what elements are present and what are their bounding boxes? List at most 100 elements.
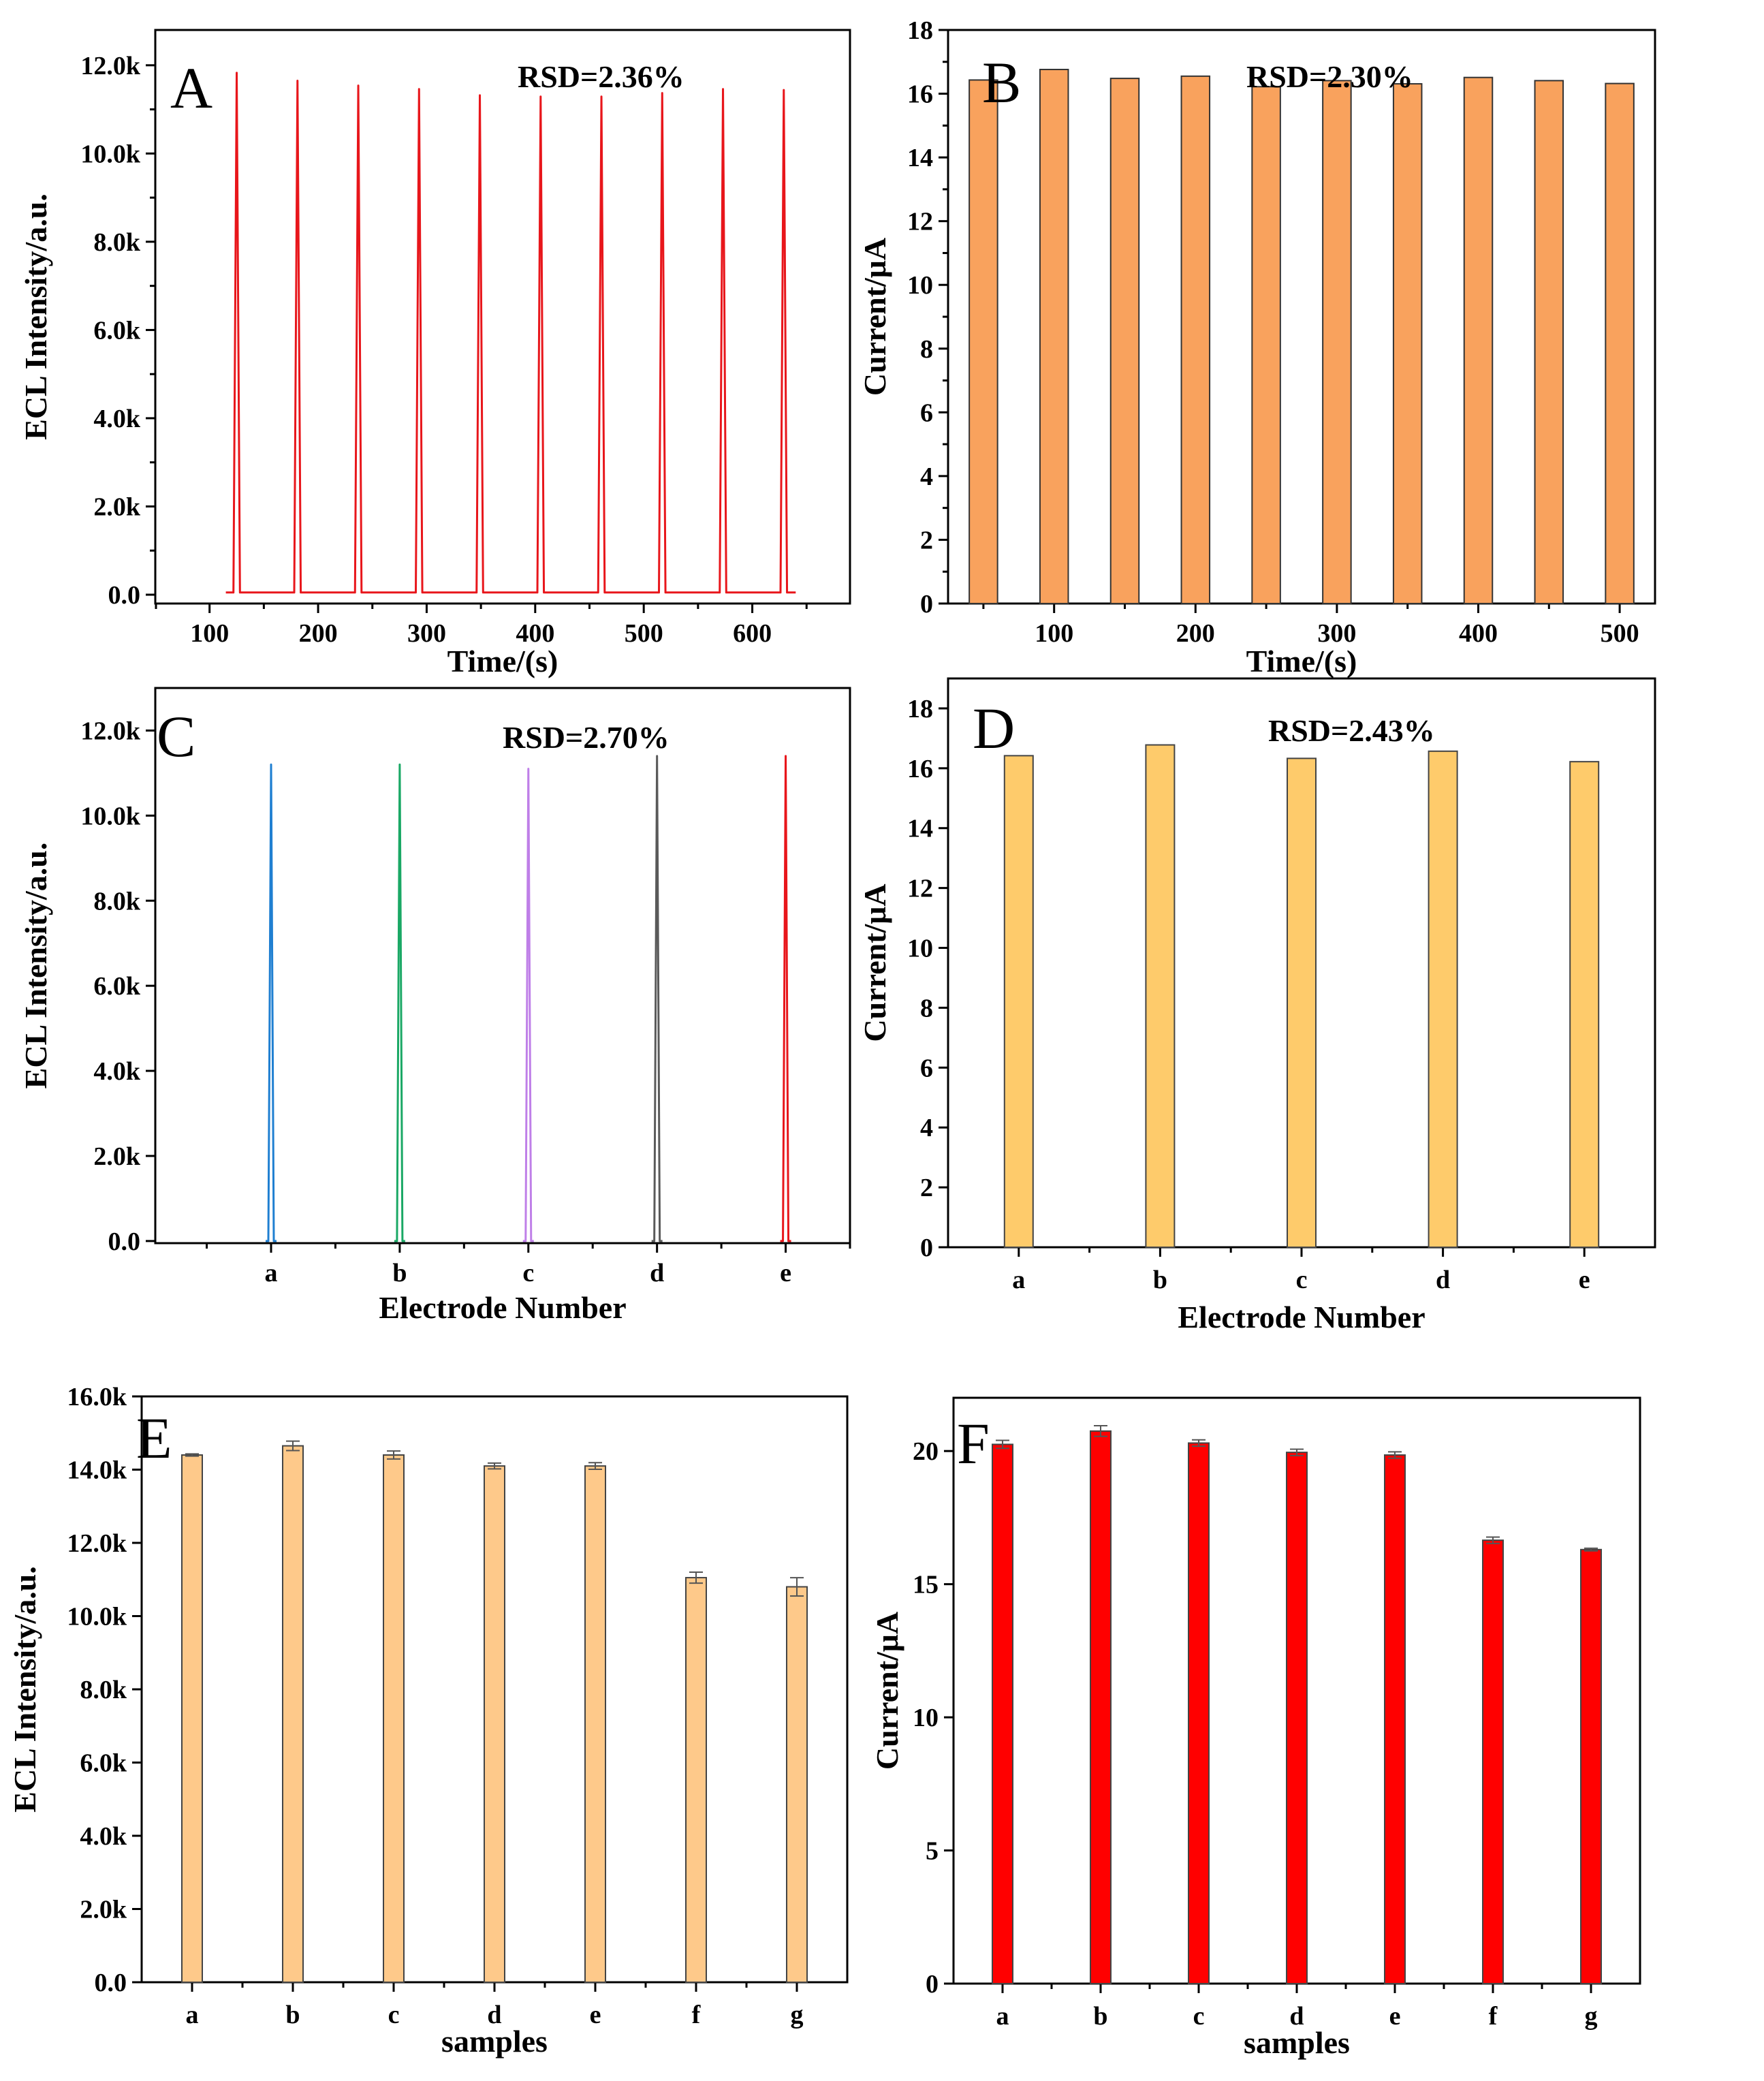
panel-c: 0.0 2.0k 4.0k 6.0k 8.0k 10.0k 12.0k a b c d e Electr… xyxy=(18,687,851,1325)
y-tick-label: 10.0k xyxy=(67,1603,127,1631)
panel-letter: F xyxy=(957,1411,990,1476)
bar-f xyxy=(1482,1539,1504,1985)
x-tick-label: g xyxy=(791,2001,804,2029)
panel-letter: A xyxy=(170,55,212,121)
x-tick-label: 200 xyxy=(1176,619,1215,648)
ecl-peak-a xyxy=(266,763,277,1242)
bar-b xyxy=(1090,1430,1112,1984)
y-axis-title: ECL Intensity/a.u. xyxy=(7,1566,42,1813)
y-tick-label: 14 xyxy=(907,144,933,172)
x-tick-label: c xyxy=(388,2001,400,2029)
x-axis-title: samples xyxy=(1244,2025,1350,2060)
x-tick-label: e xyxy=(1389,2002,1401,2031)
x-tick-label: b xyxy=(1153,1266,1167,1294)
y-tick-label: 8.0k xyxy=(80,1676,127,1704)
x-tick-label: 500 xyxy=(625,619,663,648)
bar-a xyxy=(992,1443,1013,1985)
bar-a xyxy=(181,1454,203,1983)
y-tick-label: 10 xyxy=(907,935,933,963)
ecl-peak-b xyxy=(394,763,405,1242)
bar-a xyxy=(1003,755,1034,1248)
y-tick-label: 6.0k xyxy=(93,316,141,345)
x-tick-label: e xyxy=(1579,1266,1590,1294)
y-tick-label: 6.0k xyxy=(80,1749,127,1778)
y-tick-label: 4.0k xyxy=(80,1822,127,1851)
bar-e xyxy=(584,1465,606,1983)
panel-letter: C xyxy=(157,704,195,769)
y-tick-label: 18 xyxy=(907,695,933,723)
y-tick-label: 6 xyxy=(920,398,933,427)
plot-frame xyxy=(154,29,851,605)
y-tick-label: 14 xyxy=(907,815,933,843)
x-tick-label: b xyxy=(285,2001,300,2029)
bar-c xyxy=(383,1454,405,1983)
rsd-annotation: RSD=2.70% xyxy=(503,720,670,755)
y-tick-label: 8.0k xyxy=(93,228,141,257)
y-tick-label: 2 xyxy=(920,1174,933,1202)
y-tick-label: 4.0k xyxy=(93,1057,141,1086)
bar-c xyxy=(1287,757,1317,1248)
x-tick-label: 600 xyxy=(733,619,772,648)
y-tick-label: 10 xyxy=(913,1704,939,1732)
ecl-peak-e xyxy=(780,755,791,1242)
current-bar xyxy=(1180,75,1211,605)
y-tick-label: 0.0 xyxy=(95,1969,127,1997)
x-tick-label: a xyxy=(1012,1266,1025,1294)
y-tick-label: 8.0k xyxy=(93,887,141,916)
y-tick-label: 2.0k xyxy=(80,1896,127,1924)
y-tick-label: 16.0k xyxy=(67,1383,127,1411)
x-tick-label: 100 xyxy=(190,619,229,648)
y-tick-label: 2.0k xyxy=(93,1142,141,1171)
y-tick-label: 4.0k xyxy=(93,405,141,433)
y-tick-label: 0 xyxy=(920,1234,933,1262)
x-tick-label: c xyxy=(1193,2002,1205,2031)
bar-d xyxy=(484,1465,505,1983)
x-tick-label: a xyxy=(996,2002,1009,2031)
bar-d xyxy=(1428,750,1458,1248)
y-axis-title: Current/μA xyxy=(857,883,892,1042)
x-tick-label: c xyxy=(1296,1266,1308,1294)
current-bar xyxy=(1039,69,1069,604)
y-tick-label: 12 xyxy=(907,875,933,903)
y-axis-title: ECL Intensity/a.u. xyxy=(18,193,53,440)
bar-b xyxy=(282,1445,304,1983)
x-tick-label: 300 xyxy=(1317,619,1356,648)
ecl-peak-c xyxy=(522,768,534,1242)
y-tick-label: 2 xyxy=(920,526,933,554)
y-tick-label: 5 xyxy=(926,1837,939,1866)
plot-frame xyxy=(154,687,851,1245)
x-tick-label: b xyxy=(392,1259,407,1287)
x-tick-label: d xyxy=(487,2001,501,2029)
y-tick-label: 6.0k xyxy=(93,972,141,1001)
y-axis-title: ECL Intensity/a.u. xyxy=(18,843,53,1089)
y-tick-label: 0.0 xyxy=(108,581,141,610)
bar-e xyxy=(1569,761,1600,1248)
x-tick-label: e xyxy=(780,1259,791,1287)
x-tick-label: 400 xyxy=(516,619,554,648)
panel-d: 0 2 4 6 8 10 12 14 16 18 a b c d e Electrode Number Curr… xyxy=(857,677,1656,1334)
y-tick-label: 10.0k xyxy=(80,140,141,168)
x-axis-title: Electrode Number xyxy=(1178,1300,1425,1334)
current-bar xyxy=(968,79,998,605)
panel-f: 0 5 10 15 20 a b c d e f g samples Current/μA F xyxy=(870,1396,1641,2060)
x-tick-label: 100 xyxy=(1035,619,1073,648)
x-tick-label: d xyxy=(1436,1266,1450,1294)
bar-b xyxy=(1145,744,1176,1248)
y-axis-title: Current/μA xyxy=(870,1612,904,1770)
x-tick-label: f xyxy=(1489,2002,1498,2031)
y-tick-label: 12.0k xyxy=(80,52,141,80)
y-tick-label: 10 xyxy=(907,271,933,300)
x-tick-label: 500 xyxy=(1601,619,1639,648)
current-bar xyxy=(1463,76,1494,604)
current-bar xyxy=(1109,78,1140,604)
y-tick-label: 20 xyxy=(913,1437,939,1466)
y-tick-label: 4 xyxy=(920,463,933,491)
y-tick-label: 10.0k xyxy=(80,802,141,830)
current-bar xyxy=(1605,82,1635,604)
y-tick-label: 14.0k xyxy=(67,1456,127,1485)
current-bar xyxy=(1322,80,1352,605)
x-tick-label: f xyxy=(692,2001,702,2029)
panel-a: 0.0 2.0k 4.0k 6.0k 8.0k 10.0k 12.0k 100 200 300 40… xyxy=(18,29,851,678)
y-axis-title: Current/μA xyxy=(857,238,892,396)
